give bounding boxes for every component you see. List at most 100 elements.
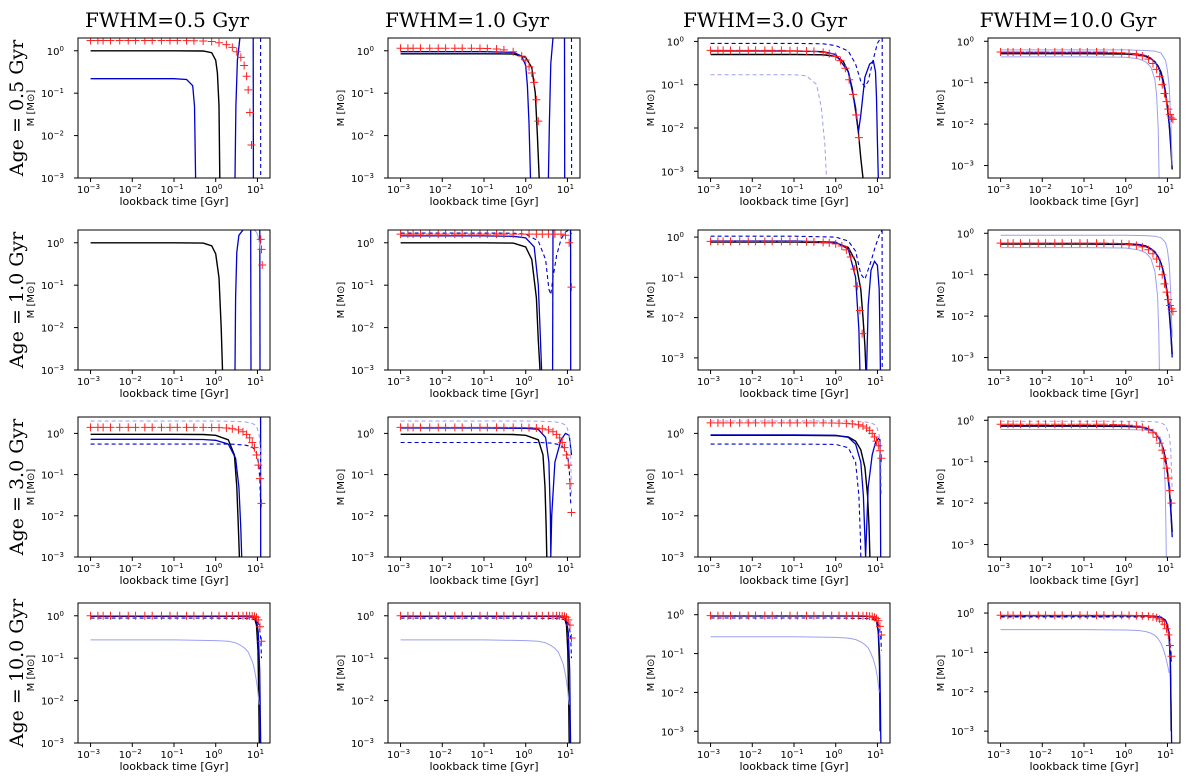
x-tick-label: 10−3 <box>697 562 720 575</box>
y-axis: 10−3 10−2 10−1 100 M [M⊙] <box>646 609 698 738</box>
series-line-solution-light <box>400 639 570 705</box>
y-tick-label: 10−3 <box>661 725 684 738</box>
y-tick-label: 10−1 <box>661 79 684 92</box>
plus-marker <box>1117 239 1126 248</box>
y-tick-label: 10−3 <box>41 551 64 564</box>
plus-marker <box>215 423 224 432</box>
plus-marker <box>467 230 476 239</box>
plus-marker <box>556 230 565 239</box>
panel-r1c1: 10−3 10−2 10−1 100 101 lookback time [Gyr] 10−… <box>26 37 271 208</box>
plus-marker <box>1160 454 1169 463</box>
plus-marker <box>1009 420 1018 429</box>
series-group <box>996 234 1177 370</box>
plus-marker <box>875 446 884 455</box>
plus-marker <box>467 423 476 432</box>
plus-marker <box>872 437 881 446</box>
plus-marker <box>855 306 864 315</box>
y-axis-label: M [M⊙] <box>336 90 347 127</box>
plus-marker <box>560 443 569 452</box>
plus-marker <box>86 423 95 432</box>
y-axis: 10−3 10−2 10−1 100 M [M⊙] <box>936 35 988 173</box>
plus-marker <box>1109 48 1118 57</box>
plus-marker <box>726 237 735 246</box>
plus-marker <box>1016 48 1025 57</box>
y-axis-label: M [M⊙] <box>936 282 947 319</box>
row-title-1: Age = 0.5 Gyr <box>6 39 28 177</box>
plus-marker <box>450 423 459 432</box>
plus-marker <box>1034 611 1043 620</box>
x-tick-label: 101 <box>1157 375 1174 388</box>
plus-marker <box>131 423 140 432</box>
plus-marker <box>1160 620 1169 629</box>
plus-marker <box>1099 420 1108 429</box>
x-axis-label: lookback time [Gyr] <box>739 387 848 400</box>
plus-marker <box>735 418 744 427</box>
marker-series-markers <box>86 38 256 149</box>
y-axis-label: M [M⊙] <box>26 655 37 692</box>
y-axis: 10−3 10−2 10−1 100 M [M⊙] <box>336 610 388 750</box>
y-tick-label: 10−3 <box>41 737 64 750</box>
plus-marker <box>1167 499 1176 508</box>
y-tick-label: 100 <box>957 607 974 620</box>
plus-marker <box>1125 49 1134 58</box>
x-tick-label: 101 <box>867 375 884 388</box>
y-tick-label: 10−1 <box>951 646 974 659</box>
y-axis: 10−3 10−2 10−1 100 M [M⊙] <box>26 610 78 750</box>
series-line-solution-d <box>253 230 262 253</box>
plus-marker <box>1034 239 1043 248</box>
series-line-solution-upper <box>1000 234 1173 338</box>
x-axis-label: lookback time [Gyr] <box>1029 387 1138 400</box>
plus-marker <box>850 265 859 274</box>
y-tick-label: 100 <box>667 231 684 244</box>
y-tick-label: 10−1 <box>951 456 974 469</box>
plus-marker <box>189 423 198 432</box>
plus-marker <box>538 424 547 433</box>
plus-marker <box>475 423 484 432</box>
y-tick-label: 100 <box>47 237 64 250</box>
plus-marker <box>564 615 573 624</box>
x-tick-label: 101 <box>867 748 884 761</box>
plus-marker <box>854 420 863 429</box>
plus-marker <box>483 44 492 53</box>
y-tick-label: 10−1 <box>951 77 974 90</box>
plus-marker <box>1025 48 1034 57</box>
plus-marker <box>726 46 735 55</box>
plus-marker <box>560 612 569 621</box>
plus-marker <box>257 499 266 508</box>
plus-marker <box>735 237 744 246</box>
x-axis-label: lookback time [Gyr] <box>429 387 538 400</box>
plus-marker <box>785 46 794 55</box>
series-line-solution <box>90 78 197 178</box>
plus-marker <box>744 237 753 246</box>
plus-marker <box>819 611 828 620</box>
plus-marker <box>157 611 166 620</box>
plus-marker <box>768 237 777 246</box>
plus-marker <box>475 230 484 239</box>
plus-marker <box>1162 288 1171 297</box>
plus-marker <box>115 611 124 620</box>
plus-marker <box>565 479 574 488</box>
plus-marker <box>870 432 879 441</box>
plus-marker <box>475 44 484 53</box>
plus-marker <box>396 230 405 239</box>
x-tick-label: 10−3 <box>77 562 100 575</box>
plus-marker <box>509 47 518 56</box>
plus-marker <box>744 46 753 55</box>
y-axis: 10−3 10−2 10−1 100 M [M⊙] <box>646 427 698 564</box>
plus-marker <box>1083 239 1092 248</box>
plus-marker <box>250 612 259 621</box>
plus-marker <box>1025 611 1034 620</box>
marker-series-markers <box>706 611 886 640</box>
plus-marker <box>441 44 450 53</box>
series-group <box>996 420 1176 557</box>
plus-marker <box>819 48 828 57</box>
plus-marker <box>450 44 459 53</box>
x-tick-label: 10−3 <box>77 375 100 388</box>
plus-marker <box>760 418 769 427</box>
x-axis-label: lookback time [Gyr] <box>429 760 538 773</box>
plus-marker <box>777 418 786 427</box>
series-line-solution-light <box>710 636 880 693</box>
y-tick-label: 10−2 <box>661 510 684 523</box>
